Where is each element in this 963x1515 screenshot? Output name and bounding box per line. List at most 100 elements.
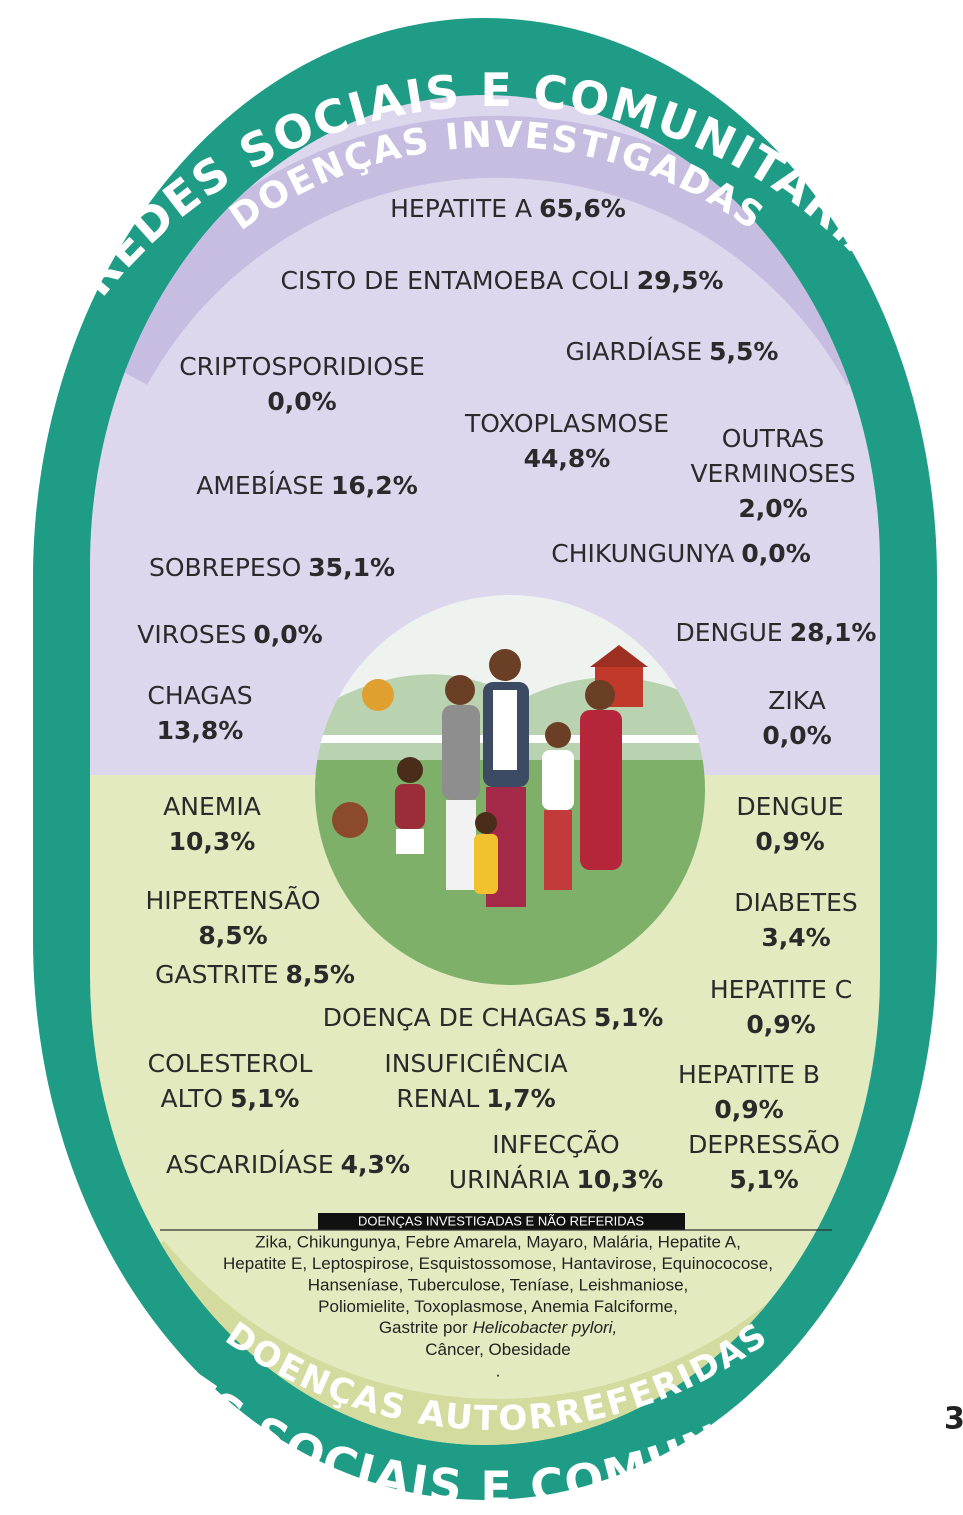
page: Redes Sociais e Comunitárias html, body … <box>0 0 963 1515</box>
disease-value: 0,9% <box>755 827 824 856</box>
disease-name: DIABETES <box>734 888 858 917</box>
infographic: REDES SOCIAIS E COMUNITÁRIAS DOENÇAS INV… <box>0 0 963 1515</box>
disease-line: INFECÇÃO <box>492 1129 620 1159</box>
legend-line: Poliomielite, Toxoplasmose, Anemia Falci… <box>318 1297 678 1316</box>
turkey <box>332 802 368 838</box>
legend-line: Hepatite E, Leptospirose, Esquistossomos… <box>223 1254 773 1273</box>
disease-value: 10,3% <box>169 827 256 856</box>
disease-line: HEPATITE A65,6% <box>390 194 626 223</box>
disease-value: 16,2% <box>331 471 418 500</box>
disease-name: INSUFICIÊNCIA <box>384 1049 567 1078</box>
disease-name: CISTO DE ENTAMOEBA COLI <box>281 266 630 295</box>
disease-line: 0,0% <box>762 721 831 750</box>
disease-value: 5,1% <box>594 1003 663 1032</box>
disease-name: DOENÇA DE CHAGAS <box>323 1003 587 1032</box>
disease-line: GIARDÍASE5,5% <box>566 337 779 366</box>
disease-name: HEPATITE C <box>710 975 852 1004</box>
disease-value: 28,1% <box>790 618 877 647</box>
legend-line: . <box>496 1361 501 1380</box>
disease-value: 13,8% <box>157 716 244 745</box>
disease-line: DIABETES <box>734 888 858 917</box>
disease-value: 0,0% <box>253 620 322 649</box>
disease-name: ANEMIA <box>163 792 261 821</box>
disease-item: DENGUE28,1% <box>676 618 877 647</box>
disease-line: 13,8% <box>157 716 244 745</box>
disease-item: AMEBÍASE16,2% <box>196 471 418 500</box>
legend-line: Hanseníase, Tuberculose, Teníase, Leishm… <box>308 1275 689 1294</box>
legend-title: DOENÇAS INVESTIGADAS E NÃO REFERIDAS <box>358 1213 644 1228</box>
disease-value: 10,3% <box>576 1165 663 1194</box>
disease-name: HEPATITE A <box>390 194 532 223</box>
disease-value: 2,0% <box>738 494 807 523</box>
body: { "ring_title_top": "REDES SOCIAIS E COM… <box>0 0 963 1515</box>
disease-line: HEPATITE B <box>678 1060 820 1089</box>
disease-value: 8,5% <box>286 960 355 989</box>
disease-name: VIROSES <box>137 620 246 649</box>
disease-value: 0,9% <box>746 1010 815 1039</box>
disease-value: 0,0% <box>267 387 336 416</box>
disease-value: 3,4% <box>761 923 830 952</box>
disease-item: CISTO DE ENTAMOEBA COLI29,5% <box>281 266 724 295</box>
disease-line: INSUFICIÊNCIA <box>384 1049 567 1078</box>
disease-line: 2,0% <box>738 494 807 523</box>
disease-line: VIROSES0,0% <box>137 620 322 649</box>
disease-name: RENAL <box>396 1084 479 1113</box>
disease-line: CRIPTOSPORIDIOSE <box>179 352 425 381</box>
disease-name: DENGUE <box>676 618 783 647</box>
disease-line: 3,4% <box>761 923 830 952</box>
disease-name: AMEBÍASE <box>196 471 324 500</box>
disease-value: 0,9% <box>714 1095 783 1124</box>
disease-line: 44,8% <box>524 444 611 473</box>
disease-line: 5,1% <box>729 1165 798 1194</box>
disease-item: SOBREPESO35,1% <box>149 553 395 582</box>
disease-line: 0,9% <box>746 1010 815 1039</box>
disease-value: 35,1% <box>308 553 395 582</box>
disease-item: ASCARIDÍASE4,3% <box>166 1150 410 1179</box>
disease-line: HIPERTENSÃO <box>145 885 320 915</box>
disease-name: CHIKUNGUNYA <box>551 539 734 568</box>
rooster <box>362 679 394 711</box>
legend-italic: Helicobacter pylori, <box>473 1318 618 1337</box>
disease-line: 8,5% <box>198 921 267 950</box>
disease-name: OUTRAS <box>722 424 825 453</box>
disease-name: ZIKA <box>768 686 826 715</box>
disease-name: INFECÇÃO <box>492 1129 620 1159</box>
disease-line: 0,9% <box>714 1095 783 1124</box>
disease-name: SOBREPESO <box>149 553 301 582</box>
disease-name: CHAGAS <box>147 681 252 710</box>
disease-line: 0,0% <box>267 387 336 416</box>
disease-value: 1,7% <box>486 1084 555 1113</box>
disease-value: 0,0% <box>741 539 810 568</box>
disease-name: URINÁRIA <box>449 1165 570 1194</box>
disease-value: 0,0% <box>762 721 831 750</box>
disease-value: 4,3% <box>341 1150 410 1179</box>
disease-name: VERMINOSES <box>690 459 855 488</box>
disease-name: ALTO <box>161 1084 224 1113</box>
page-number: 3 <box>944 1402 963 1437</box>
legend-line: Câncer, Obesidade <box>425 1340 571 1359</box>
disease-value: 29,5% <box>637 266 724 295</box>
disease-line: OUTRAS <box>722 424 825 453</box>
disease-value: 5,1% <box>230 1084 299 1113</box>
disease-value: 44,8% <box>524 444 611 473</box>
legend-line: Zika, Chikungunya, Febre Amarela, Mayaro… <box>255 1232 741 1251</box>
disease-line: DEPRESSÃO <box>688 1129 840 1159</box>
disease-line: DENGUE <box>736 792 843 821</box>
disease-value: 5,5% <box>709 337 778 366</box>
disease-value: 8,5% <box>198 921 267 950</box>
disease-line: ANEMIA <box>163 792 261 821</box>
disease-name: HIPERTENSÃO <box>145 885 320 915</box>
